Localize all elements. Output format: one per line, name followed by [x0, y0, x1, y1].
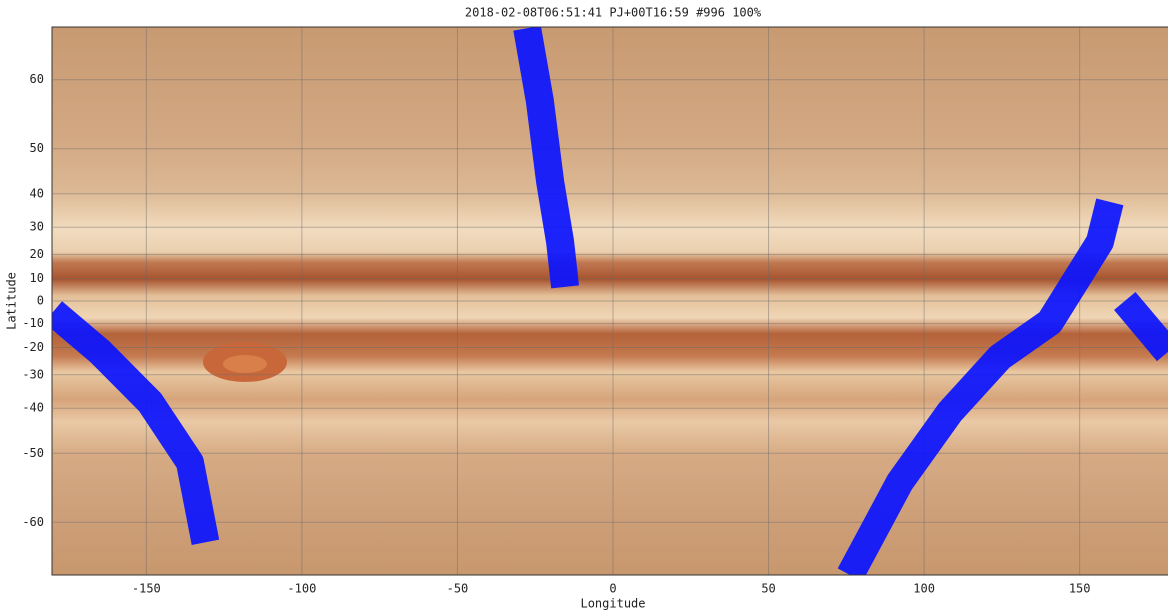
x-tick-label: 150 [1069, 582, 1091, 596]
y-axis-label: Latitude [5, 272, 19, 330]
x-tick-label: 100 [913, 582, 935, 596]
track [1114, 291, 1168, 362]
x-tick-label: -50 [447, 582, 469, 596]
track [52, 301, 220, 545]
y-tick-label: -10 [22, 316, 44, 330]
data-layer [52, 27, 1168, 575]
track [837, 198, 1124, 575]
planet-map [52, 27, 1168, 575]
x-tick-label: 0 [609, 582, 616, 596]
y-tick-label: 40 [30, 186, 44, 200]
plot-frame [51, 26, 1168, 576]
y-tick-label: 50 [30, 141, 44, 155]
y-tick-label: -20 [22, 340, 44, 354]
x-tick-label: 50 [761, 582, 775, 596]
great-red-spot-core [223, 355, 267, 373]
chart-title: 2018-02-08T06:51:41 PJ+00T16:59 #996 100… [465, 6, 762, 20]
x-tick-label: -150 [132, 582, 161, 596]
y-tick-label: 10 [30, 271, 44, 285]
y-tick-label: -50 [22, 446, 44, 460]
y-tick-label: 20 [30, 247, 44, 261]
x-axis-label: Longitude [580, 597, 645, 611]
y-tick-label: -60 [22, 515, 44, 529]
x-tick-label: -100 [287, 582, 316, 596]
y-tick-label: -30 [22, 367, 44, 381]
track [513, 27, 580, 289]
plot-area [52, 27, 1168, 575]
y-tick-label: 60 [30, 72, 44, 86]
y-tick-label: 0 [37, 294, 44, 308]
y-tick-label: -40 [22, 401, 44, 415]
y-tick-label: 30 [30, 220, 44, 234]
